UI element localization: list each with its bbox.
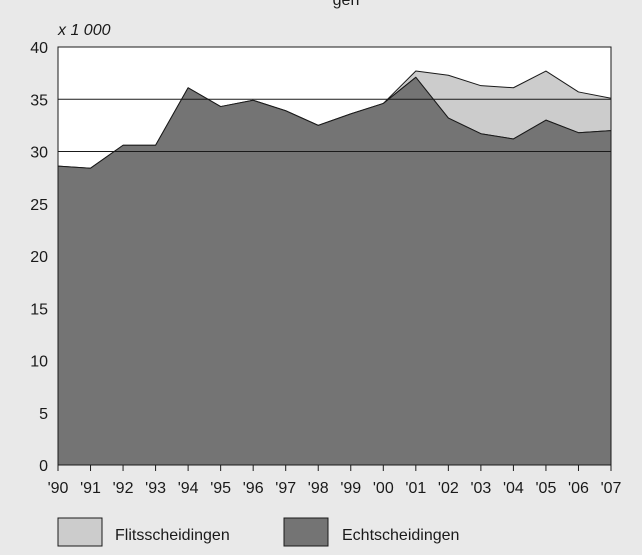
y-tick-label: 30 bbox=[30, 145, 48, 162]
x-tick-label: '95 bbox=[210, 480, 231, 497]
unit-label: x 1 000 bbox=[57, 22, 111, 39]
y-tick-label: 25 bbox=[30, 197, 48, 214]
legend-label: Echtscheidingen bbox=[342, 527, 459, 544]
chart-title-fragment: gen bbox=[333, 0, 360, 9]
x-tick-label: '93 bbox=[145, 480, 166, 497]
y-tick-label: 15 bbox=[30, 301, 48, 318]
legend-swatch bbox=[57, 517, 103, 547]
x-tick-label: '96 bbox=[243, 480, 264, 497]
x-tick-label: '05 bbox=[536, 480, 557, 497]
y-tick-label: 35 bbox=[30, 92, 48, 109]
x-tick-label: '90 bbox=[48, 480, 69, 497]
legend-swatch bbox=[283, 517, 329, 547]
y-tick-label: 5 bbox=[39, 406, 48, 423]
plot-border bbox=[57, 46, 612, 466]
x-tick-label: '92 bbox=[113, 480, 134, 497]
x-tick-label: '98 bbox=[308, 480, 329, 497]
legend-label: Flitsscheidingen bbox=[115, 527, 230, 544]
x-tick-label: '02 bbox=[438, 480, 459, 497]
y-tick-label: 40 bbox=[30, 40, 48, 57]
y-tick-label: 0 bbox=[39, 458, 48, 475]
x-tick-label: '91 bbox=[80, 480, 101, 497]
x-tick-label: '03 bbox=[470, 480, 491, 497]
x-tick-label: '97 bbox=[275, 480, 296, 497]
x-tick-label: '01 bbox=[405, 480, 426, 497]
x-tick-label: '00 bbox=[373, 480, 394, 497]
echtscheidingen-area bbox=[57, 76, 612, 466]
x-tick-label: '07 bbox=[601, 480, 622, 497]
y-tick-label: 10 bbox=[30, 354, 48, 371]
x-tick-label: '94 bbox=[178, 480, 199, 497]
y-tick-label: 20 bbox=[30, 249, 48, 266]
x-tick-label: '99 bbox=[340, 480, 361, 497]
x-tick-label: '06 bbox=[568, 480, 589, 497]
x-tick-label: '04 bbox=[503, 480, 524, 497]
